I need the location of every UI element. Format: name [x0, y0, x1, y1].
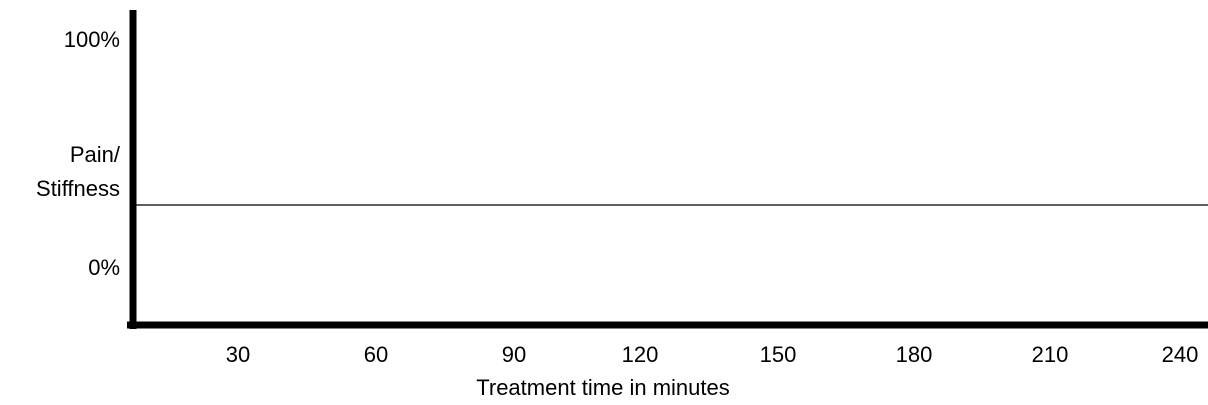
x-tick-label: 120 [622, 342, 659, 367]
x-tick-label: 90 [502, 342, 526, 367]
x-tick-label: 60 [364, 342, 388, 367]
y-tick-label-bottom: 0% [88, 255, 120, 280]
x-tick-label: 240 [1162, 342, 1199, 367]
x-tick-label: 180 [896, 342, 933, 367]
x-axis-label: Treatment time in minutes [476, 375, 730, 400]
y-tick-label-top: 100% [64, 27, 120, 52]
x-tick-labels: 30 60 90 120 150 180 210 240 [226, 342, 1199, 367]
y-axis-label-line1: Pain/ [70, 142, 121, 167]
x-tick-label: 210 [1032, 342, 1069, 367]
x-tick-label: 30 [226, 342, 250, 367]
x-tick-label: 150 [760, 342, 797, 367]
y-axis-label-line2: Stiffness [36, 176, 120, 201]
